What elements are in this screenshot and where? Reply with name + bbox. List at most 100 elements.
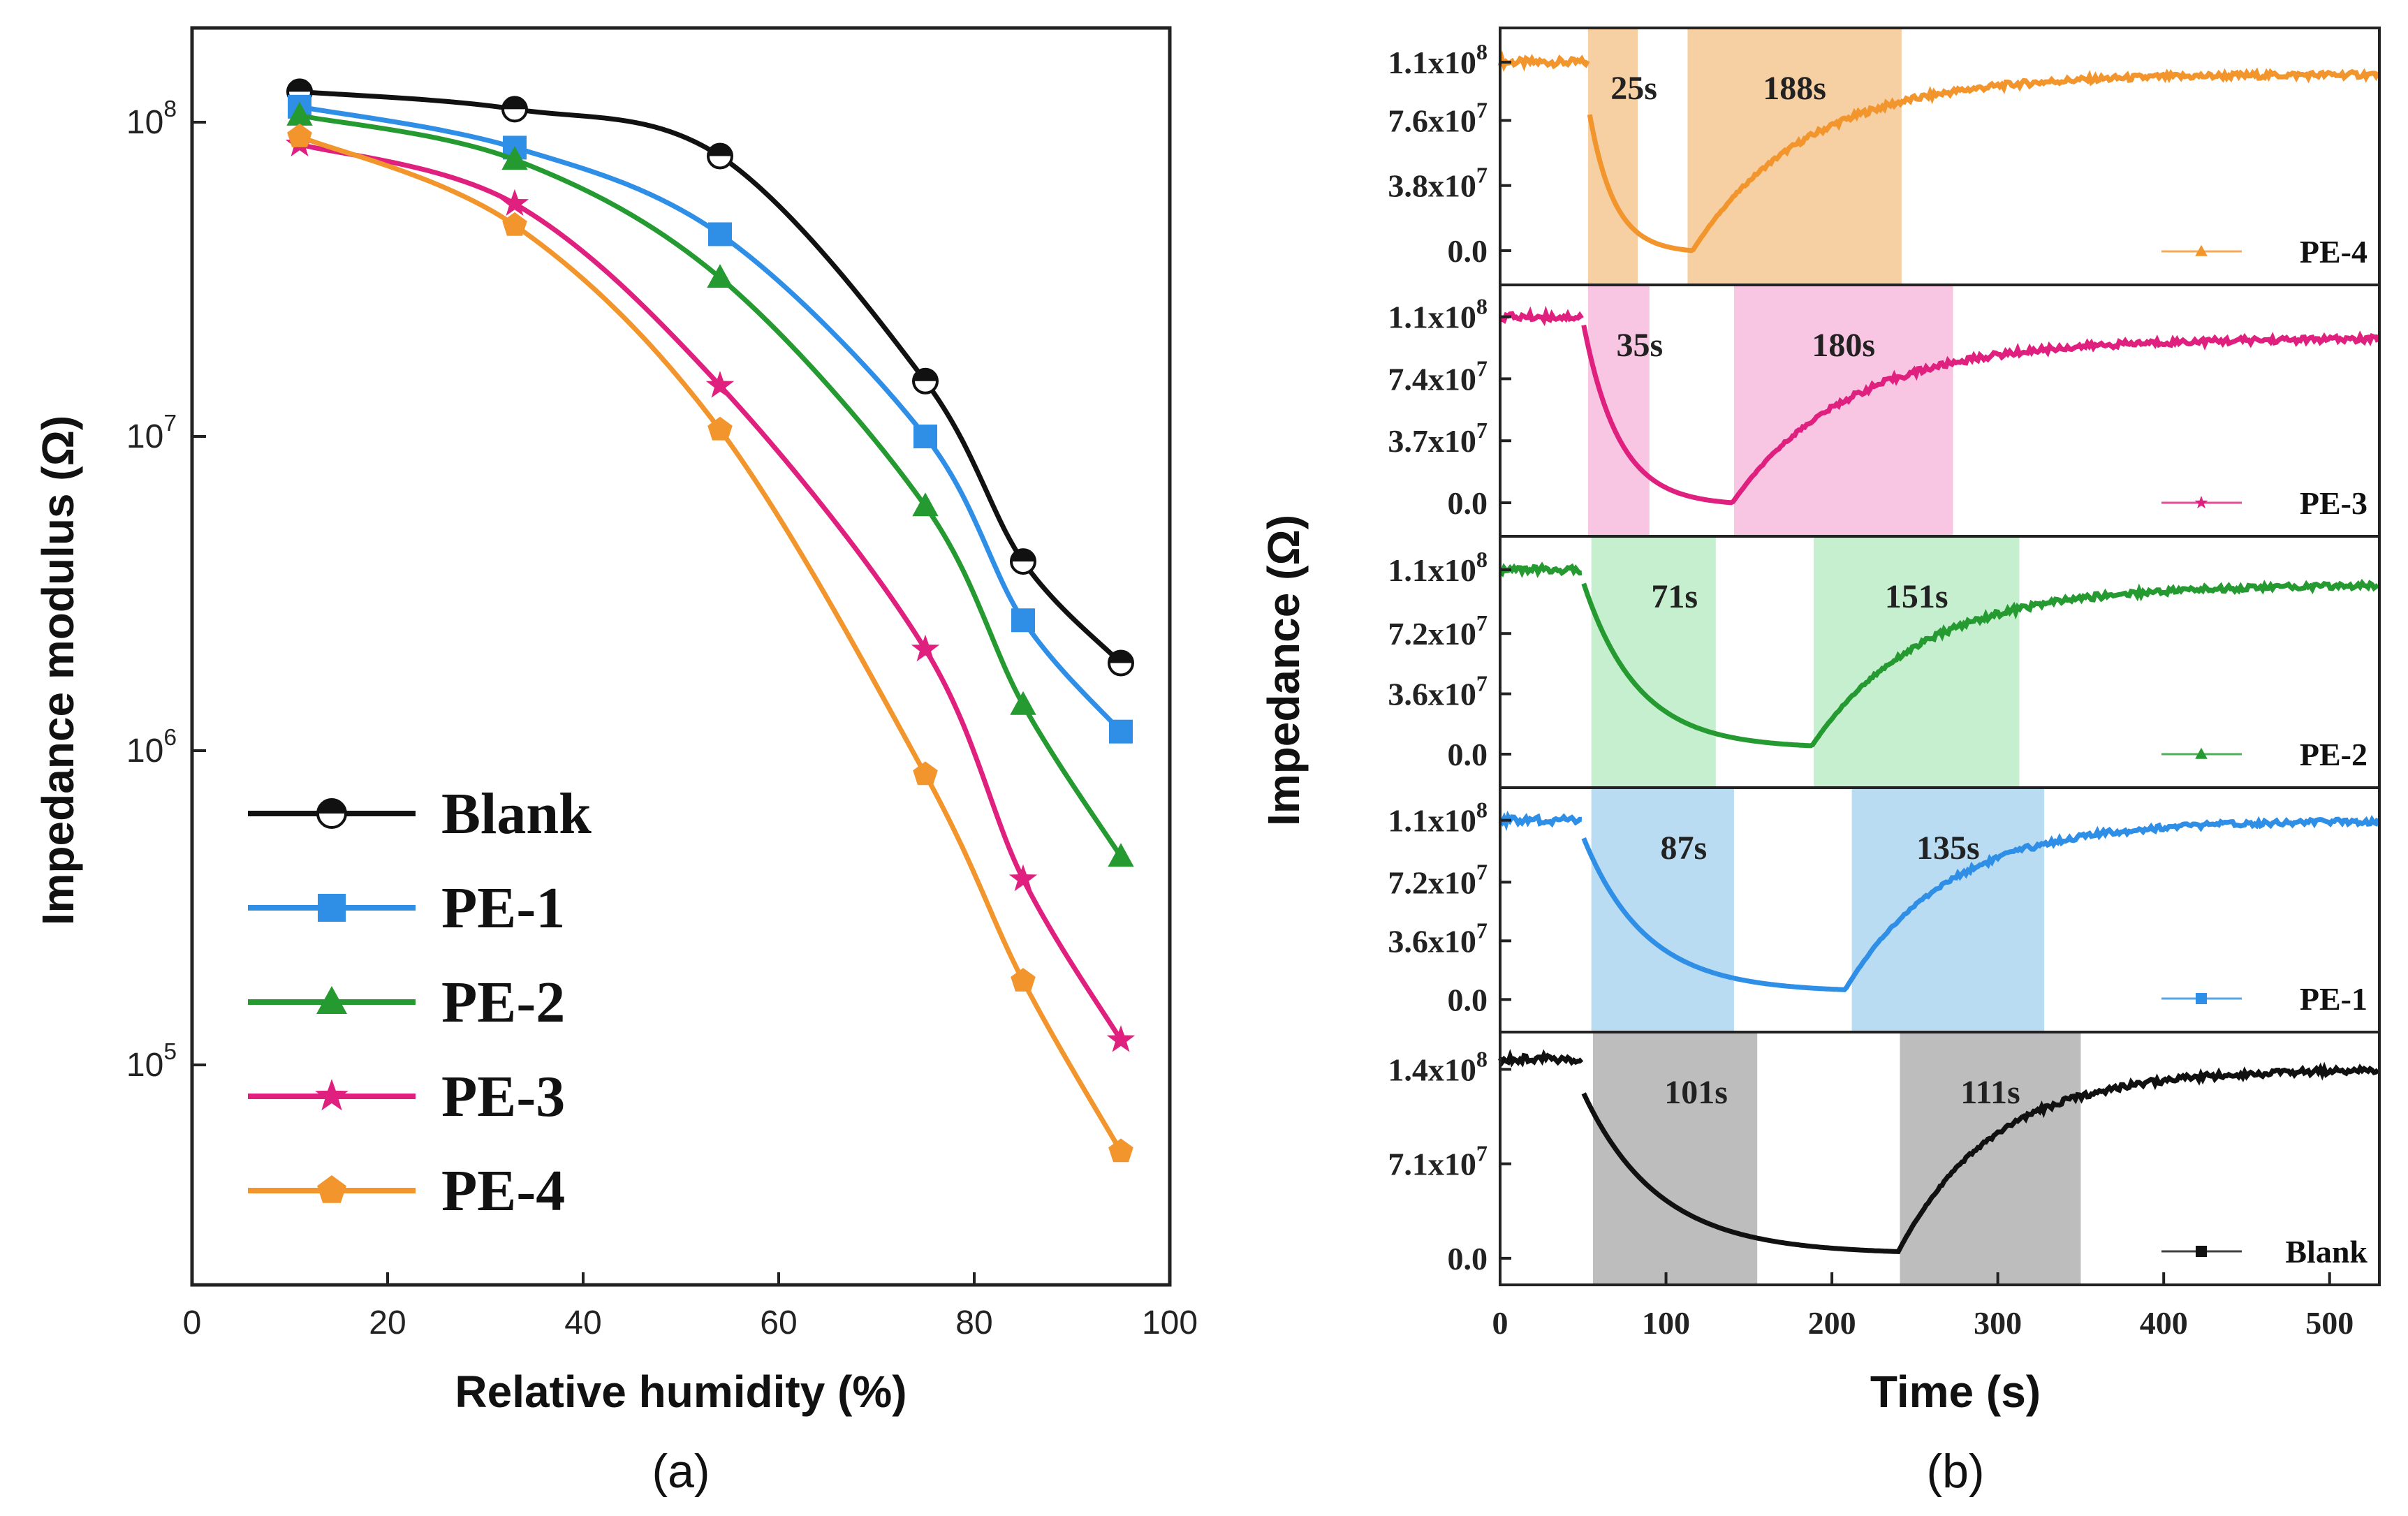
y-tick-label-exp: 7 xyxy=(1476,859,1488,884)
recovery-time-label: 111s xyxy=(1960,1074,2020,1111)
response-band xyxy=(1587,285,1650,536)
legend-marker-pe-1 xyxy=(318,894,346,922)
y-tick-label-base: 7.2x10 xyxy=(1388,864,1476,900)
y-tick-label: 3.6x107 xyxy=(1388,918,1488,959)
response-band xyxy=(1591,788,1734,1032)
y-tick-label: 1.1x108 xyxy=(1388,294,1488,335)
y-tick-label-exp: 7 xyxy=(1476,418,1488,443)
panel-a-y-axis-title: Impedance modulus (Ω) xyxy=(33,415,83,926)
panel-b-y-axis-title: Impedance (Ω) xyxy=(1258,515,1309,826)
y-tick-label: 1.1x108 xyxy=(1388,39,1488,80)
y-tick-label-base: 1.1x10 xyxy=(1388,45,1476,80)
recovery-time-label: 180s xyxy=(1812,327,1875,364)
y-tick-label-base: 1.1x10 xyxy=(1388,300,1476,335)
y-tick-label: 0.0 xyxy=(1448,982,1488,1017)
series-line-pe-3 xyxy=(299,142,1123,1042)
series-line-pre-pe-3 xyxy=(1499,305,1584,327)
panel-b-x-ticks: 0 100 200 300 400 500 xyxy=(1492,1272,2354,1341)
y-tick-label: 7.1x107 xyxy=(1388,1141,1488,1182)
legend-label-pe-3: PE-3 xyxy=(441,1064,565,1129)
series-line-pe-1 xyxy=(1581,814,2381,992)
y-tick-label-exp: 7 xyxy=(1476,918,1488,943)
recovery-band xyxy=(1900,1032,2081,1285)
y-tick-label-exp: 7 xyxy=(1476,671,1488,696)
legend-marker-pe-3 xyxy=(315,1079,348,1111)
data-point-blank-half xyxy=(708,144,732,156)
series-line-pre-pe-4 xyxy=(1497,50,1590,72)
y-tick-label-exp: 7 xyxy=(163,411,177,436)
data-point-pe-3 xyxy=(1008,864,1038,892)
legend-marker xyxy=(2196,1246,2207,1257)
x-tick-label: 0 xyxy=(1492,1305,1508,1341)
data-point-blank xyxy=(1010,548,1036,575)
data-point-pe-2 xyxy=(707,264,733,288)
x-tick-label: 0 xyxy=(183,1304,202,1341)
y-tick-label-base: 3.7x10 xyxy=(1388,423,1476,459)
legend-label-blank: Blank xyxy=(441,781,592,846)
y-tick-label-base: 0.0 xyxy=(1448,1241,1488,1276)
series-line-pre-pe-2 xyxy=(1498,561,1583,578)
data-point-pe-2 xyxy=(501,146,528,170)
y-tick-label: 3.7x107 xyxy=(1388,418,1488,459)
y-tick-label-base: 10 xyxy=(126,104,163,141)
x-tick-label: 300 xyxy=(1974,1305,2022,1341)
panel-a-label: (a) xyxy=(652,1445,710,1498)
response-band xyxy=(1593,1032,1758,1285)
subplot-blank: 1.4x108 7.1x107 0.0 101s 111s Blank xyxy=(1388,1031,2381,1286)
y-tick-label-base: 7.6x10 xyxy=(1388,103,1476,138)
legend-marker xyxy=(2196,993,2207,1004)
y-tick-label: 3.6x107 xyxy=(1388,671,1488,712)
y-tick-label-exp: 7 xyxy=(1476,610,1488,635)
data-point-pe-1 xyxy=(1011,608,1035,633)
response-time-label: 25s xyxy=(1610,70,1657,107)
y-tick-label-base: 3.8x10 xyxy=(1388,168,1476,204)
x-tick-label: 40 xyxy=(564,1304,601,1341)
legend-label-blank: Blank xyxy=(2285,1234,2367,1270)
y-tick-label-exp: 7 xyxy=(1476,163,1488,188)
y-tick-label-base: 7.1x10 xyxy=(1388,1147,1476,1182)
data-point-blank xyxy=(707,142,733,170)
y-tick-label: 1.1x108 xyxy=(1388,547,1488,588)
panel-a-legend: Blank PE-1 PE-2 PE-3 PE-4 xyxy=(248,781,592,1223)
y-tick-label-base: 7.2x10 xyxy=(1388,616,1476,652)
y-tick-label: 106 xyxy=(126,725,177,770)
y-tick-label: 107 xyxy=(126,411,177,455)
legend-marker xyxy=(2194,496,2208,509)
y-tick-label-base: 10 xyxy=(126,418,163,455)
recovery-band xyxy=(1733,285,1953,536)
y-tick-label-base: 0.0 xyxy=(1448,485,1488,521)
data-point-pe-4 xyxy=(1011,968,1036,992)
recovery-time-label: 135s xyxy=(1916,830,1980,867)
subplot-frame xyxy=(1499,1031,2381,1286)
recovery-band xyxy=(1687,28,1902,285)
data-point-pe-1 xyxy=(913,425,937,448)
data-point-blank-half xyxy=(288,80,311,92)
y-tick-label-exp: 6 xyxy=(163,725,177,751)
data-point-pe-1 xyxy=(708,222,732,246)
y-tick-label: 7.2x107 xyxy=(1388,859,1488,900)
y-tick-label-exp: 8 xyxy=(1476,39,1488,64)
y-tick-label-exp: 8 xyxy=(1476,1046,1488,1071)
y-tick-label-base: 1.4x10 xyxy=(1388,1052,1476,1087)
panel-a-x-axis-title: Relative humidity (%) xyxy=(455,1367,906,1417)
data-point-pe-4 xyxy=(502,212,527,236)
x-tick-label: 60 xyxy=(760,1304,797,1341)
y-tick-label-base: 10 xyxy=(126,733,163,770)
recovery-time-label: 151s xyxy=(1885,578,1948,615)
data-point-blank xyxy=(912,367,939,395)
data-point-pe-3 xyxy=(911,634,940,662)
y-tick-label: 0.0 xyxy=(1448,1241,1488,1276)
series-line-blank xyxy=(1581,1061,2380,1254)
panel-b-label: (b) xyxy=(1926,1445,1984,1498)
y-tick-label-base: 3.6x10 xyxy=(1388,923,1476,959)
recovery-band xyxy=(1813,536,2020,788)
panel-a-curves xyxy=(285,78,1136,1163)
x-tick-label: 500 xyxy=(2305,1305,2354,1341)
y-tick-label-base: 0.0 xyxy=(1448,737,1488,772)
